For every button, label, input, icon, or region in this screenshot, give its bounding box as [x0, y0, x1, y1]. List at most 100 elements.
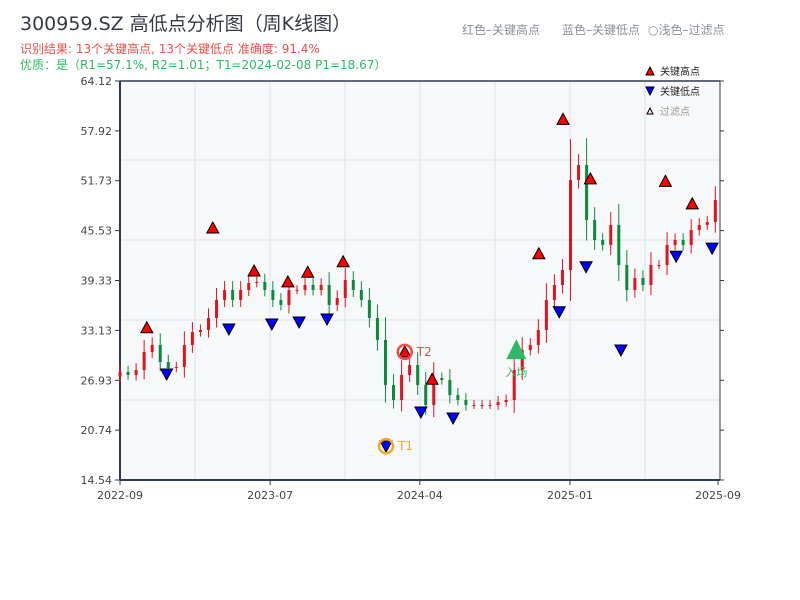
candle-down	[311, 285, 315, 290]
candle-up	[150, 344, 154, 352]
candle-up	[190, 332, 194, 345]
legend-low-icon	[645, 86, 655, 97]
x-tick-label: 2022-09	[97, 489, 143, 502]
y-tick-label: 20.74	[81, 424, 113, 437]
candle-up	[609, 224, 613, 246]
key-high-marker	[532, 246, 546, 260]
candle-up	[528, 344, 532, 351]
t2-circle	[396, 343, 414, 361]
candle-down	[158, 344, 162, 363]
key-low-marker	[379, 440, 393, 454]
candle-up	[343, 280, 347, 298]
entry-label: 入场	[505, 365, 527, 379]
candle-down	[392, 384, 396, 401]
candle-up	[673, 240, 677, 246]
candle-down	[641, 278, 645, 286]
candle-down	[359, 289, 363, 300]
key-high-marker	[139, 320, 154, 334]
legend-high-icon	[645, 65, 655, 76]
key-high-marker	[300, 265, 315, 278]
candle-up	[689, 229, 693, 246]
candle-up	[480, 404, 484, 406]
candle-up	[319, 285, 323, 290]
x-tick-label: 2023-07	[247, 489, 293, 502]
key-high-marker	[425, 372, 439, 385]
candle-up	[512, 369, 516, 401]
candle-up	[504, 400, 508, 403]
key-high-marker	[397, 344, 412, 358]
candle-up	[239, 289, 243, 300]
t1-label: T1	[397, 439, 413, 453]
candle-up	[303, 285, 307, 290]
candle-down	[416, 364, 420, 385]
x-tick-label: 2024-04	[397, 489, 443, 502]
candle-up	[206, 318, 210, 330]
candle-up	[198, 329, 202, 333]
candle-up	[472, 404, 476, 406]
entry-marker	[506, 339, 527, 360]
key-high-marker	[336, 254, 350, 268]
y-tick-label: 45.53	[81, 225, 113, 238]
candle-up	[432, 377, 436, 405]
key-high-marker	[281, 274, 295, 288]
quality-text: 优质：是（R1=57.1%, R2=1.01；T1=2024-02-08 P1=…	[20, 58, 387, 72]
t2-label: T2	[416, 345, 432, 359]
candle-up	[705, 221, 709, 225]
candle-down	[585, 165, 589, 220]
candle-down	[593, 219, 597, 241]
candle-down	[601, 240, 605, 246]
candle-up	[223, 289, 227, 300]
candle-down	[625, 264, 629, 290]
candle-down	[263, 281, 267, 290]
y-tick-label: 51.73	[81, 175, 113, 188]
candle-up	[247, 282, 251, 290]
candle-up	[215, 299, 219, 319]
candle-up	[174, 367, 178, 369]
key-low-marker	[159, 368, 174, 382]
chart-title: 300959.SZ 高低点分析图（周K线图）	[20, 13, 352, 35]
t1-circle	[377, 437, 395, 455]
candle-down	[440, 377, 444, 380]
key-low-marker	[264, 318, 279, 332]
candle-up	[488, 404, 492, 406]
key-low-marker	[669, 250, 684, 264]
candle-up	[520, 350, 524, 370]
candle-up	[287, 289, 291, 305]
candle-up	[697, 224, 701, 230]
candle-up	[295, 289, 299, 291]
candle-up	[657, 264, 661, 266]
candle-down	[424, 384, 428, 405]
candle-down	[231, 289, 235, 300]
legend-filtered-icon	[646, 106, 654, 115]
candle-down	[351, 280, 355, 290]
candle-up	[665, 245, 669, 265]
key-low-marker	[579, 261, 593, 274]
key-low-marker	[705, 242, 719, 256]
candle-up	[496, 402, 500, 405]
legend-label: 关键低点	[660, 85, 700, 98]
candle-down	[617, 224, 621, 265]
candle-up	[577, 165, 581, 180]
y-tick-label: 14.54	[81, 474, 113, 487]
y-tick-label: 64.12	[81, 75, 113, 88]
key-high-marker	[556, 112, 570, 125]
candle-down	[166, 362, 170, 368]
candle-up	[649, 264, 653, 286]
key-low-marker	[414, 406, 428, 419]
key-low-marker	[552, 306, 567, 319]
candle-down	[456, 395, 460, 401]
candle-down	[383, 339, 387, 385]
legend-label: 关键高点	[660, 65, 700, 78]
result-text: 识别结果: 13个关键高点, 13个关键低点 准确度: 91.4%	[20, 42, 320, 56]
key-low-marker	[292, 316, 306, 330]
candle-down	[126, 372, 130, 375]
key-low-marker	[320, 313, 334, 327]
candle-up	[713, 199, 717, 222]
y-tick-label: 57.92	[81, 125, 113, 138]
candle-up	[408, 364, 412, 375]
candle-up	[182, 344, 186, 368]
candle-up	[335, 297, 339, 305]
note-blue-low: 蓝色–关键低点	[562, 23, 641, 37]
